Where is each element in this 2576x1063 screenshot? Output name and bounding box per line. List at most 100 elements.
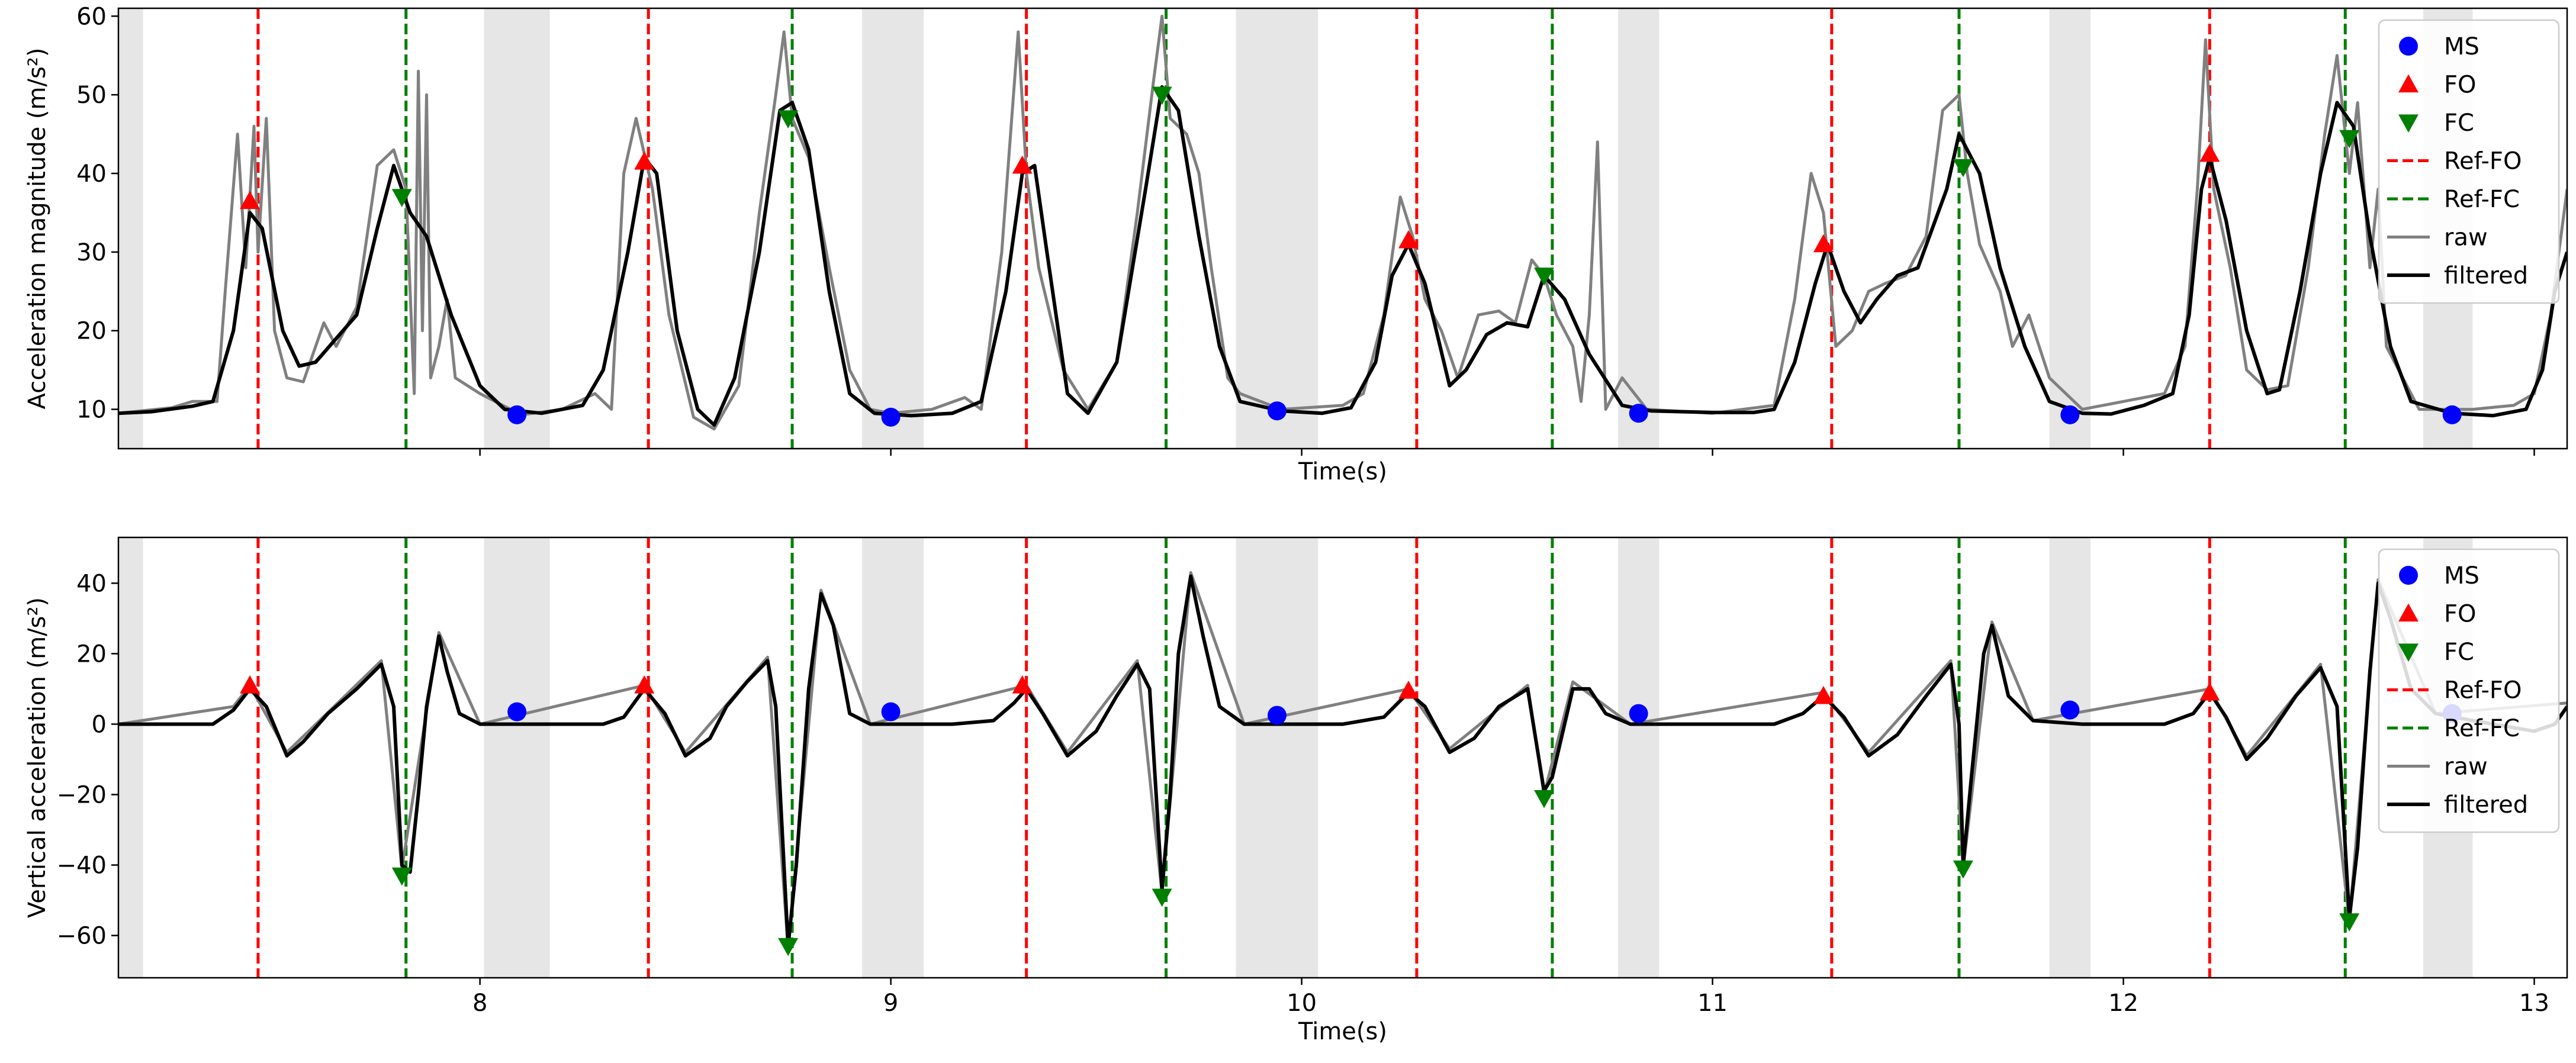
legend-entry: FC	[2398, 639, 2474, 666]
legend-label: FO	[2444, 72, 2477, 99]
stance-shaded-region	[1236, 8, 1318, 449]
fo-marker	[2199, 682, 2220, 701]
stance-shaded-region	[484, 8, 550, 449]
plot-area	[118, 537, 2567, 978]
panel-vertical-acceleration: 8 9 10 11 12 13 −60 −40 −20 0 20 40 Time(s) Vertical …	[24, 536, 2568, 1045]
legend-label: FC	[2444, 109, 2474, 137]
y-tick-label: −60	[57, 923, 107, 950]
legend-label: FO	[2444, 601, 2477, 628]
legend-entry: raw	[2387, 753, 2488, 781]
y-tick-label: 20	[76, 318, 107, 345]
ms-legend-marker-icon	[2399, 566, 2418, 585]
ms-marker	[1629, 404, 1648, 423]
legend-entry: FC	[2398, 109, 2474, 137]
ms-marker	[881, 407, 901, 427]
ms-marker	[2060, 700, 2080, 720]
y-tick-label: 30	[76, 239, 107, 266]
legend: MS FO FC Ref-FO Ref-FC raw filtered	[2378, 548, 2560, 833]
x-axis-label: Time(s)	[1298, 458, 1387, 485]
ms-marker	[2442, 405, 2462, 424]
fc-marker	[1534, 790, 1555, 808]
stance-shaded-region	[118, 8, 143, 449]
fo-marker	[1012, 155, 1033, 174]
legend-entry: FO	[2398, 601, 2477, 628]
y-axis-label: Acceleration magnitude (m/s²)	[24, 48, 51, 410]
stance-shaded-region	[1617, 537, 1660, 978]
ms-marker	[2060, 405, 2080, 424]
fc-marker	[1953, 159, 1973, 178]
fc-marker	[1953, 860, 1973, 879]
fo-legend-marker-icon	[2398, 603, 2419, 622]
x-tick-label: 9	[883, 990, 898, 1017]
y-tick-label: 10	[76, 397, 107, 424]
legend-label: MS	[2444, 33, 2479, 60]
filtered-series-line	[118, 574, 2567, 948]
ms-legend-marker-icon	[2399, 37, 2418, 56]
y-tick-label: 0	[92, 711, 107, 738]
legend-entry: raw	[2387, 224, 2488, 252]
fc-legend-marker-icon	[2398, 114, 2419, 133]
x-tick-label: 12	[2108, 990, 2138, 1017]
x-axis-label: Time(s)	[1298, 1018, 1387, 1045]
legend-label: Ref-FO	[2444, 677, 2522, 704]
fc-marker	[2339, 130, 2360, 149]
stance-shaded-region	[118, 537, 143, 978]
legend-label: Ref-FC	[2444, 186, 2520, 213]
stance-shaded-region	[484, 537, 550, 978]
legend-entry: Ref-FO	[2387, 677, 2522, 704]
legend-entry: Ref-FO	[2387, 148, 2522, 175]
legend-label: raw	[2444, 753, 2488, 781]
axes-frame	[117, 7, 2568, 450]
y-tick-label: 40	[76, 570, 107, 597]
fc-marker	[2339, 913, 2360, 932]
legend-label: filtered	[2444, 262, 2528, 289]
legend-entry: MS	[2399, 562, 2479, 590]
stance-shaded-region	[2049, 8, 2091, 449]
fc-marker	[778, 938, 799, 956]
legend-label: Ref-FC	[2444, 715, 2520, 742]
ms-marker	[507, 702, 527, 721]
legend-label: raw	[2444, 224, 2488, 252]
y-tick-label: −20	[57, 781, 107, 808]
axes-frame	[117, 536, 2568, 979]
stance-shaded-region	[2049, 537, 2091, 978]
ms-marker	[881, 702, 901, 721]
y-tick-label: 60	[76, 3, 107, 30]
fc-marker	[1534, 268, 1555, 286]
y-tick-label: 50	[76, 82, 107, 109]
ms-marker	[1629, 704, 1648, 723]
fo-marker	[240, 675, 261, 694]
x-tick-label: 11	[1697, 990, 1728, 1017]
fo-marker	[1398, 680, 1419, 699]
stance-shaded-region	[862, 8, 924, 449]
fo-marker	[1813, 685, 1834, 704]
fo-marker	[240, 191, 261, 210]
ms-marker	[1267, 706, 1287, 725]
x-tick-label: 13	[2519, 990, 2549, 1017]
fc-marker	[391, 189, 412, 207]
legend-label: Ref-FO	[2444, 148, 2522, 175]
stance-shaded-region	[1236, 537, 1318, 978]
fc-legend-marker-icon	[2398, 643, 2419, 662]
legend: MS FO FC Ref-FO Ref-FC raw filtered	[2378, 19, 2560, 304]
x-tick-label: 10	[1287, 990, 1317, 1017]
legend-entry: FO	[2398, 72, 2477, 99]
x-tick-label: 8	[472, 990, 487, 1017]
legend-entry: filtered	[2387, 791, 2528, 819]
legend-entry: filtered	[2387, 262, 2528, 289]
fo-legend-marker-icon	[2398, 74, 2419, 93]
legend-label: MS	[2444, 562, 2479, 590]
fo-marker	[1398, 230, 1419, 249]
stance-shaded-region	[862, 537, 924, 978]
stance-shaded-region	[1617, 8, 1660, 449]
fc-marker	[1152, 86, 1172, 105]
legend-entry: Ref-FC	[2387, 186, 2520, 213]
fc-marker	[1152, 888, 1172, 907]
plot-area	[118, 8, 2567, 449]
ms-marker	[507, 405, 527, 424]
fc-marker	[391, 867, 412, 886]
ms-marker	[1267, 401, 1287, 421]
fo-marker	[1813, 234, 1834, 253]
legend-entry: Ref-FC	[2387, 715, 2520, 742]
